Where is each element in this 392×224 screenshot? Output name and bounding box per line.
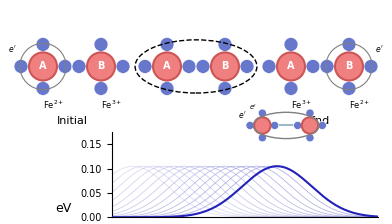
Circle shape: [211, 52, 239, 80]
Circle shape: [246, 121, 254, 129]
Circle shape: [138, 59, 152, 73]
Circle shape: [318, 121, 327, 129]
Text: Fe$^{2+}$: Fe$^{2+}$: [43, 98, 64, 111]
Circle shape: [160, 82, 174, 95]
Circle shape: [270, 121, 279, 129]
Circle shape: [29, 52, 57, 80]
Circle shape: [284, 37, 298, 52]
Text: Initial: Initial: [56, 116, 87, 126]
Text: $e'$: $e'$: [238, 109, 246, 120]
Text: Fe$^{3+}$: Fe$^{3+}$: [101, 98, 122, 111]
Circle shape: [342, 82, 356, 95]
Circle shape: [196, 59, 210, 73]
Circle shape: [258, 134, 267, 142]
Circle shape: [302, 117, 318, 134]
Circle shape: [94, 82, 108, 95]
Text: A: A: [163, 61, 171, 71]
Circle shape: [72, 59, 86, 73]
Text: $e'$: $e'$: [8, 43, 17, 54]
Circle shape: [306, 134, 314, 142]
Text: A: A: [39, 61, 47, 71]
Text: B: B: [345, 61, 353, 71]
Circle shape: [254, 117, 270, 134]
Circle shape: [160, 37, 174, 52]
Circle shape: [277, 52, 305, 80]
Text: $e'$: $e'$: [249, 102, 257, 112]
Circle shape: [262, 59, 276, 73]
Text: eV: eV: [56, 202, 72, 215]
Text: Fe$^{3+}$: Fe$^{3+}$: [291, 98, 312, 111]
Circle shape: [218, 82, 232, 95]
Circle shape: [335, 52, 363, 80]
Circle shape: [94, 37, 108, 52]
Circle shape: [36, 37, 50, 52]
Circle shape: [258, 109, 267, 117]
Text: $e'$: $e'$: [375, 43, 384, 54]
Circle shape: [87, 52, 115, 80]
Circle shape: [218, 37, 232, 52]
Circle shape: [36, 82, 50, 95]
Circle shape: [320, 59, 334, 73]
Text: End: End: [309, 116, 330, 126]
Circle shape: [284, 82, 298, 95]
Text: Fe$^{2+}$: Fe$^{2+}$: [349, 98, 370, 111]
Text: B: B: [97, 61, 105, 71]
Circle shape: [58, 59, 72, 73]
Circle shape: [342, 37, 356, 52]
Circle shape: [182, 59, 196, 73]
Text: B: B: [221, 61, 229, 71]
Circle shape: [14, 59, 28, 73]
Circle shape: [153, 52, 181, 80]
Circle shape: [116, 59, 130, 73]
Circle shape: [294, 121, 302, 129]
Text: A: A: [287, 61, 295, 71]
Circle shape: [364, 59, 378, 73]
Circle shape: [240, 59, 254, 73]
Circle shape: [306, 109, 314, 117]
Circle shape: [306, 59, 320, 73]
